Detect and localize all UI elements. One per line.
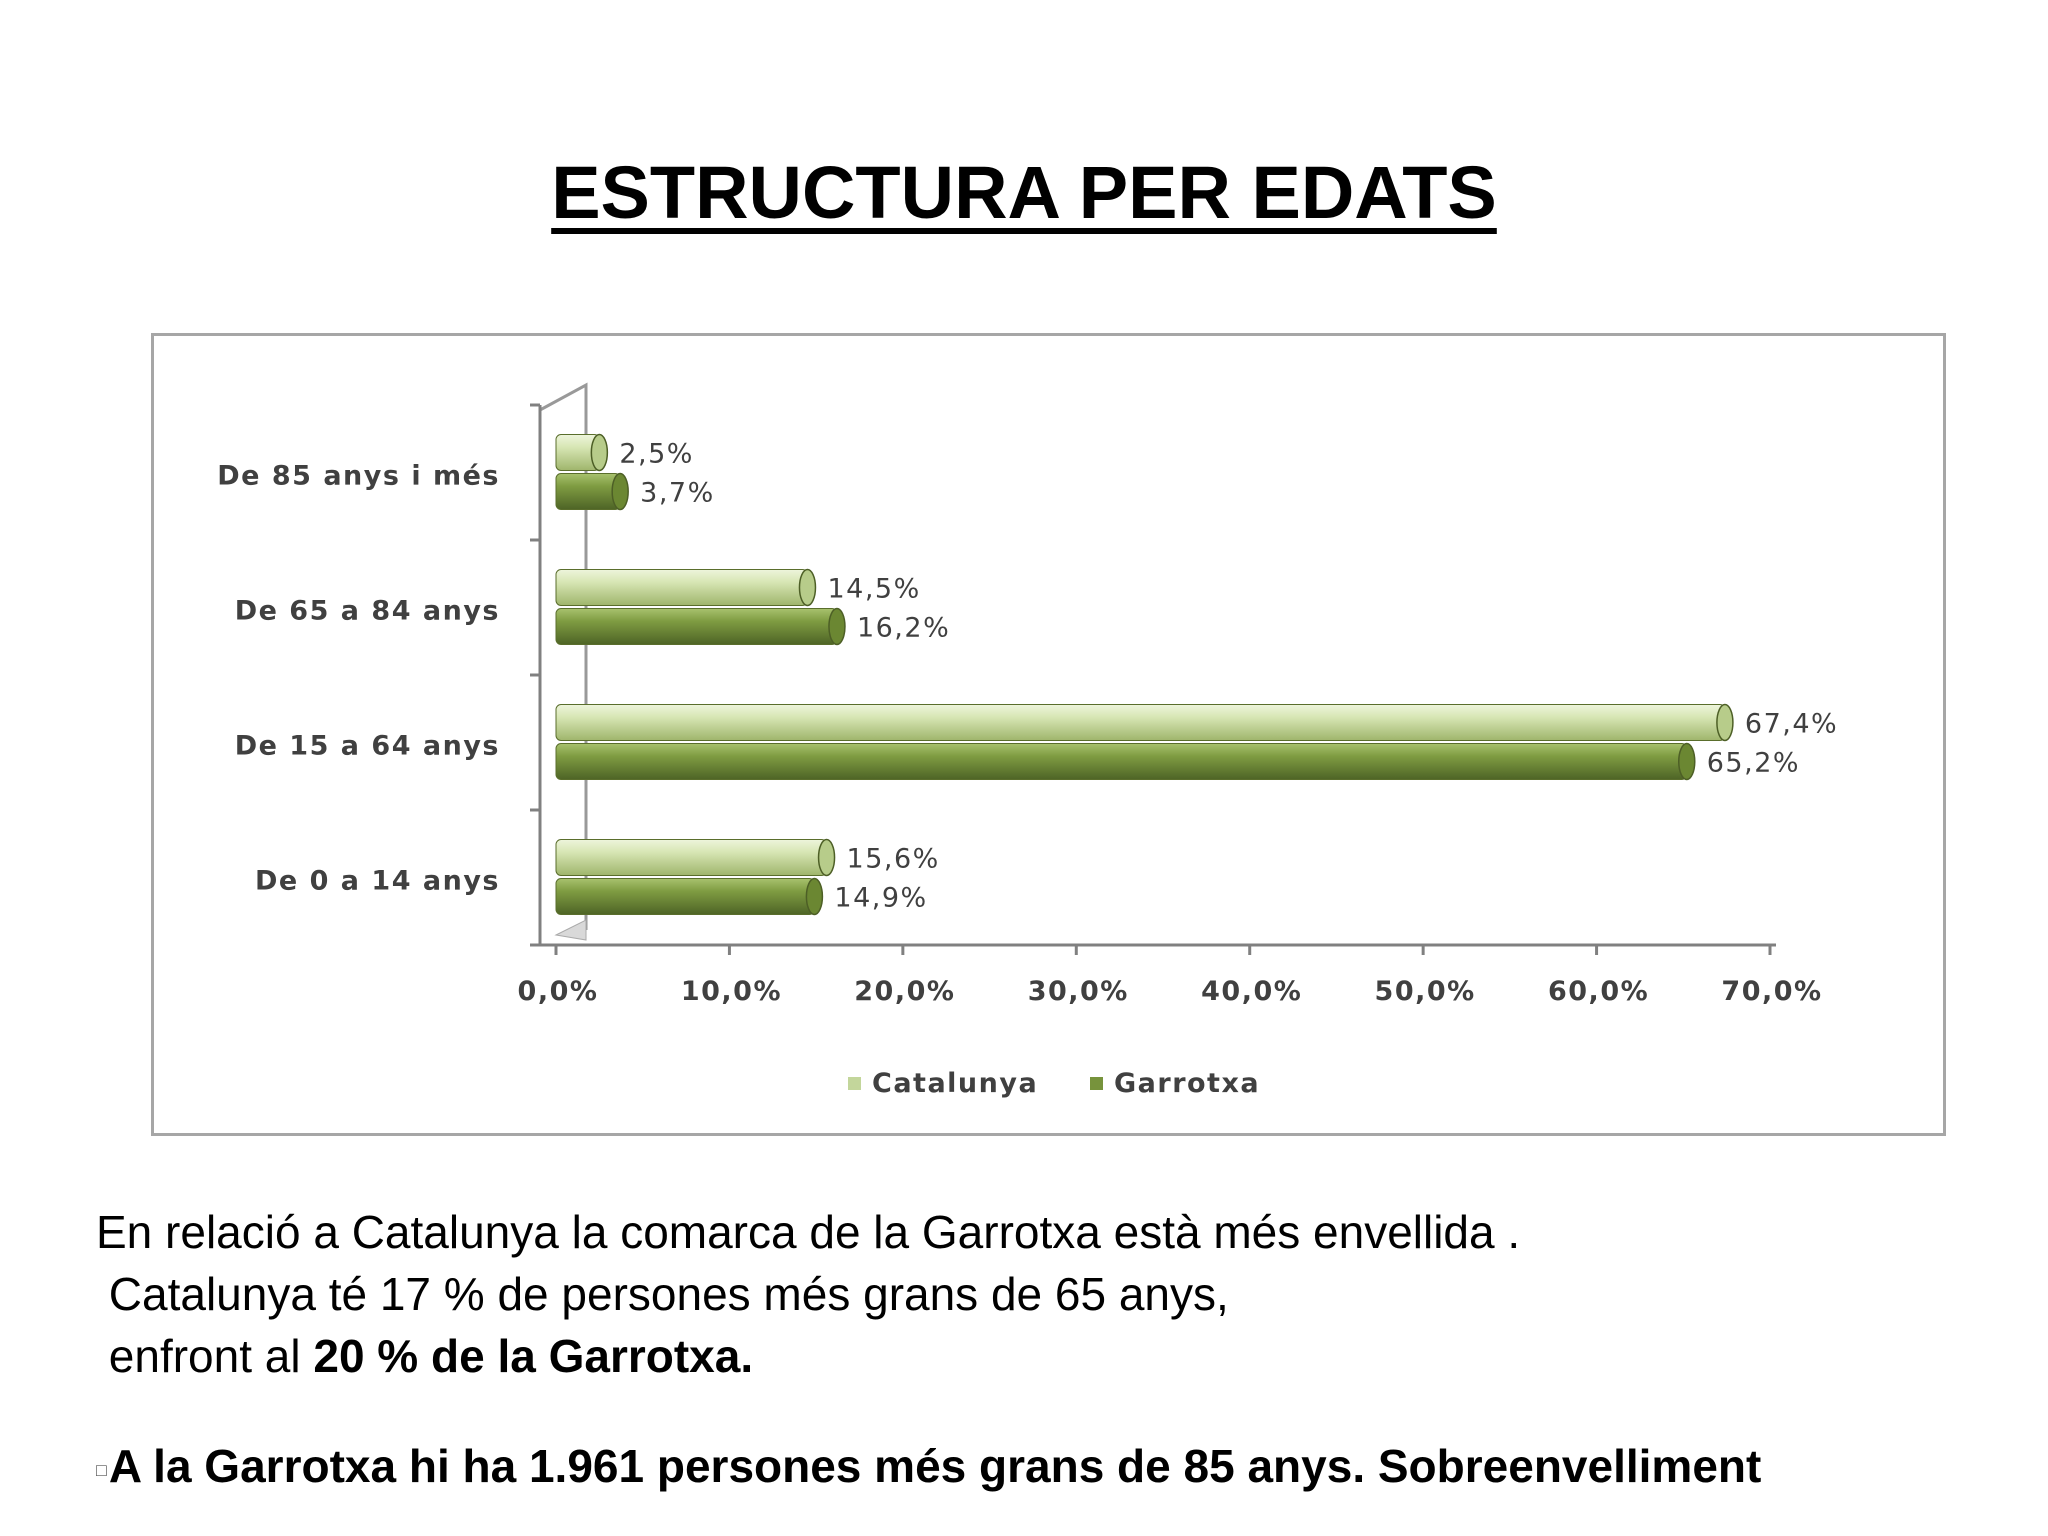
bullet-text: A la Garrotxa hi ha 1.961 persones més g…	[108, 1440, 1762, 1492]
chart-frame	[151, 333, 1946, 1136]
body-line-3-emphasis: 20 % de la Garrotxa.	[313, 1330, 754, 1382]
body-line-3-prefix: enfront al	[96, 1330, 314, 1382]
bullet-icon: □	[96, 1459, 107, 1480]
body-line-3: enfront al 20 % de la Garrotxa.	[96, 1326, 753, 1386]
body-line-2: Catalunya té 17 % de persones més grans …	[96, 1268, 1229, 1320]
body-line-1: En relació a Catalunya la comarca de la …	[96, 1206, 1521, 1258]
body-bullet-line: □A la Garrotxa hi ha 1.961 persones més …	[96, 1436, 1761, 1500]
slide-title: ESTRUCTURA PER EDATS	[551, 151, 1497, 234]
